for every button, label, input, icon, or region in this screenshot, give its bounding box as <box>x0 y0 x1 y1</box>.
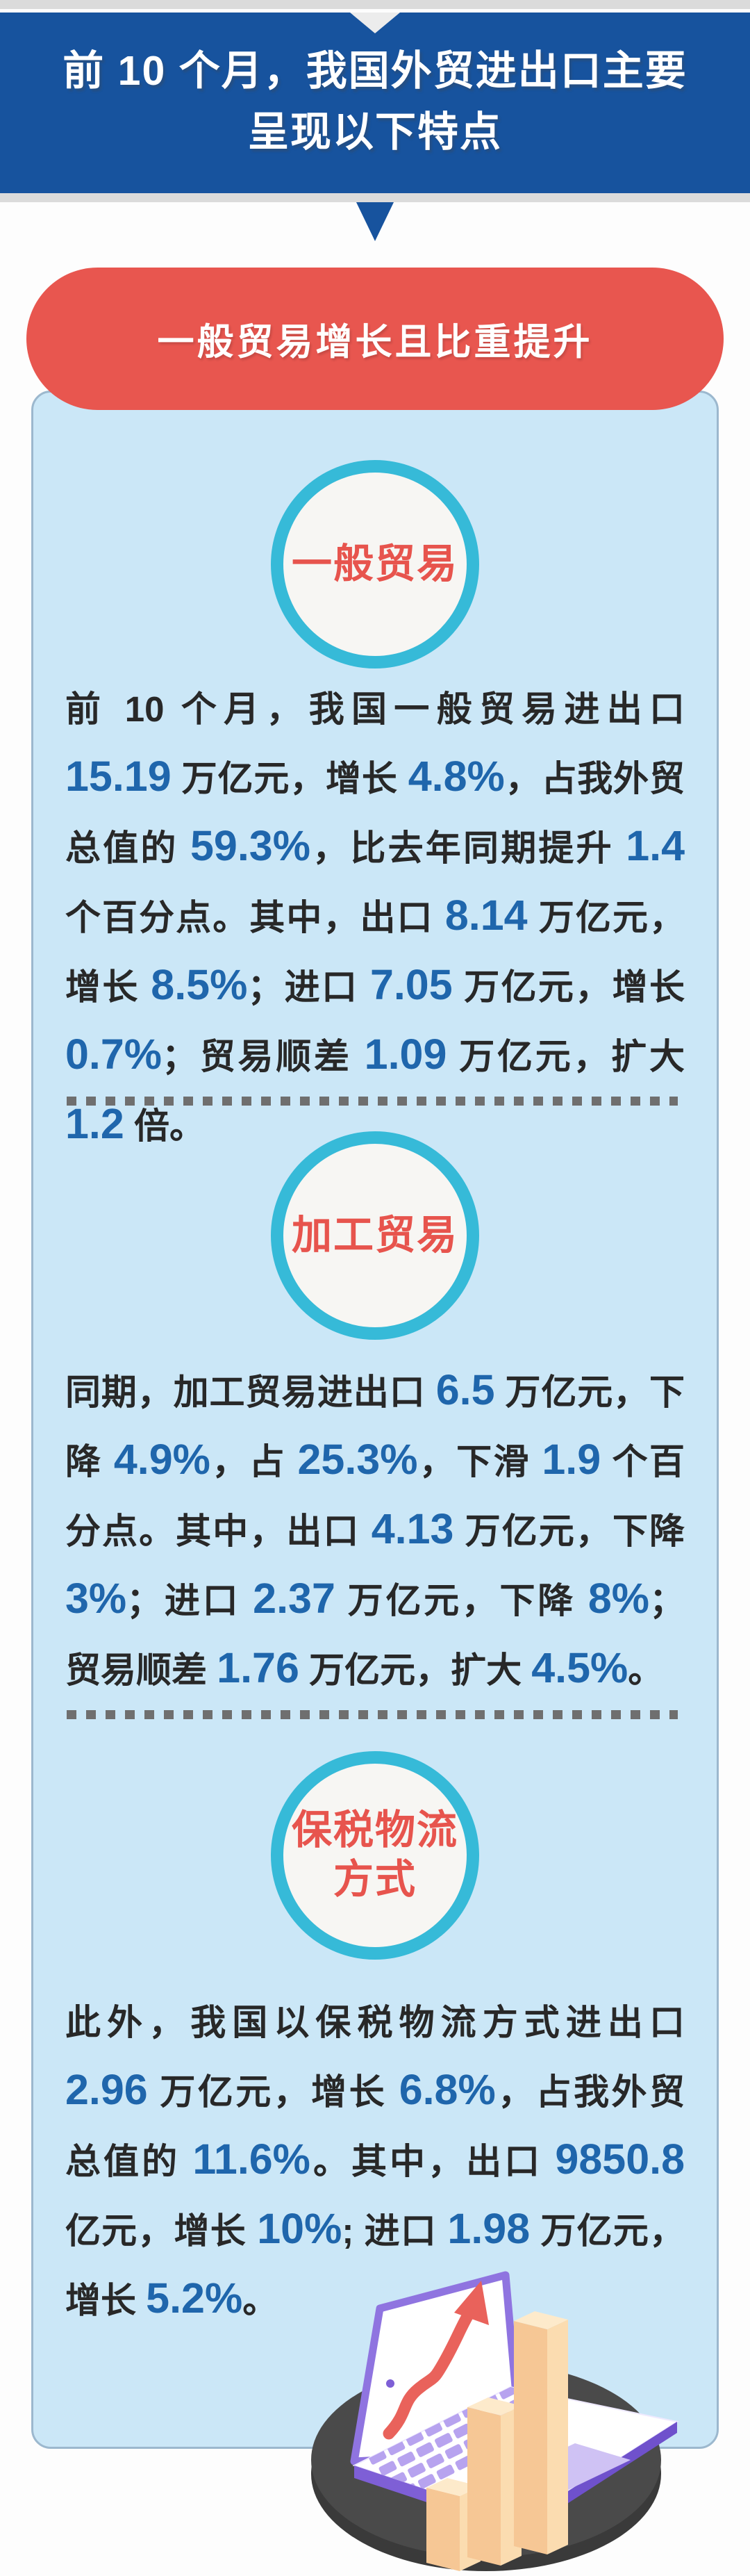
dashed-divider <box>67 1710 678 1719</box>
header-banner <box>0 13 750 193</box>
badge-label: 一般贸易 <box>291 541 458 586</box>
bar-tall <box>514 2311 568 2554</box>
badge-bonded-logistics: 保税物流方式 <box>271 1751 479 1960</box>
badge-general-trade: 一般贸易 <box>271 460 479 668</box>
badge-label: 加工贸易 <box>291 1212 458 1258</box>
stat-paragraph-bonded-logistics: 此外，我国以保税物流方式进出口 2.96 万亿元，增长 6.8%，占我外贸总值的… <box>65 2003 685 2322</box>
stat-paragraph-general-trade: 前 10 个月，我国一般贸易进出口 15.19 万亿元，增长 4.8%，占我外贸… <box>65 689 685 1147</box>
top-notch-triangle-icon <box>350 13 400 33</box>
laptop-growth-illustration <box>311 2271 679 2571</box>
camera-dot-icon <box>386 2379 394 2388</box>
dashed-divider <box>67 1097 678 1106</box>
section-title: 一般贸易增长且比重提升 <box>157 321 593 363</box>
growth-arrow-icon <box>383 2281 489 2440</box>
page-title: 前 10 个月，我国外贸进出口主要呈现以下特点 <box>62 48 688 155</box>
badge-label: 保税物流方式 <box>291 1807 458 1902</box>
down-arrow-triangle-icon <box>356 202 394 241</box>
section-title-pill: 一般贸易增长且比重提升 <box>26 268 724 410</box>
bar-chart-icon <box>426 2311 568 2571</box>
badge-processing-trade: 加工贸易 <box>271 1131 479 1340</box>
content-card <box>31 391 719 2449</box>
stat-paragraph-processing-trade: 同期，加工贸易进出口 6.5 万亿元，下降 4.9%，占 25.3%，下滑 1.… <box>65 1366 685 1691</box>
bar-medium <box>467 2397 522 2566</box>
top-gray-strip <box>0 0 750 9</box>
banner-bottom-gray-strip <box>0 193 750 202</box>
